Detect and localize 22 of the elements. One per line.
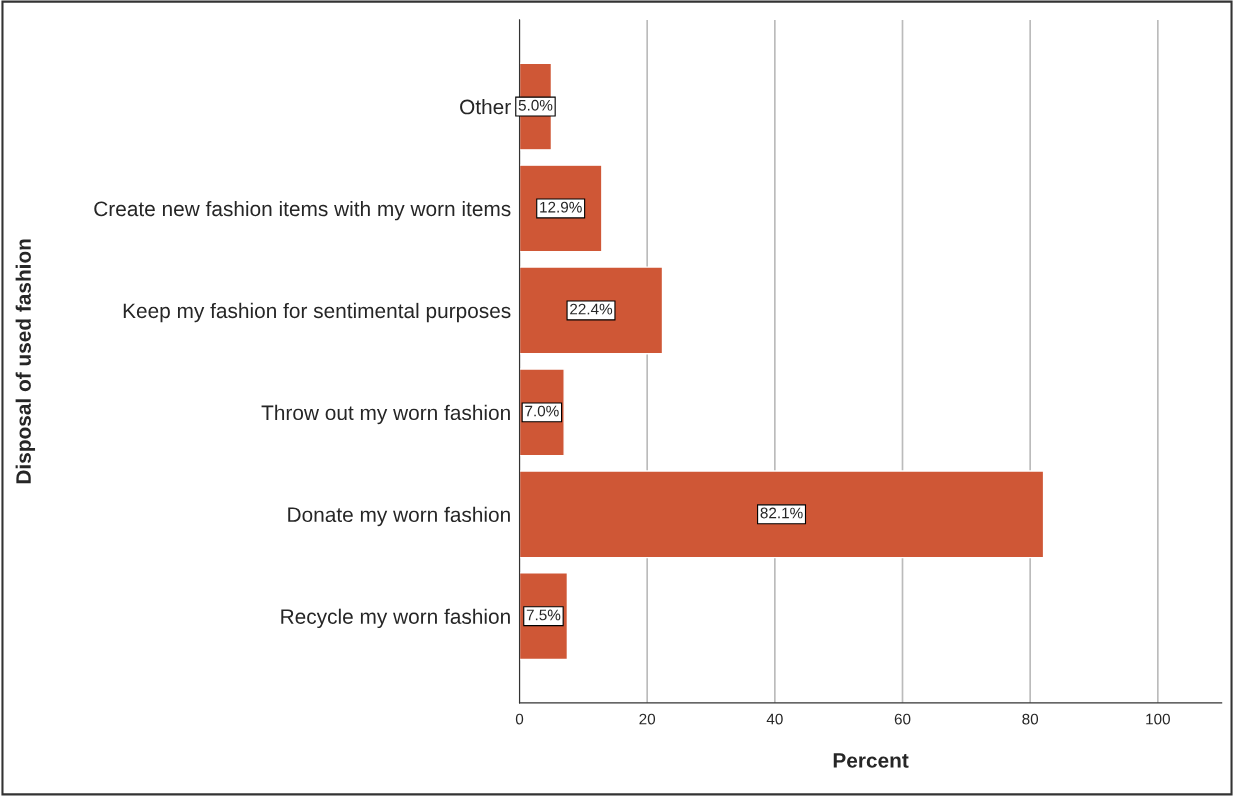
- x-axis-title: Percent: [833, 753, 909, 768]
- y-tick-label: Other: [460, 99, 511, 115]
- y-tick-label: Recycle my worn fashion: [281, 608, 510, 629]
- data-label: 7.5%: [526, 609, 561, 621]
- y-tick-label: Throw out my worn fashion: [261, 404, 510, 425]
- x-tick-label: 100: [1146, 713, 1170, 725]
- y-tick-label: Create new fashion items with my worn items: [94, 200, 511, 221]
- bar: [519, 266, 664, 355]
- x-tick-label: 20: [639, 713, 656, 725]
- data-label: 22.4%: [570, 303, 613, 315]
- y-tick-label: Keep my fashion for sentimental purposes: [123, 302, 511, 323]
- bar: [519, 470, 1045, 559]
- y-tick-label: Donate my worn fashion: [288, 506, 510, 527]
- data-label: 7.0%: [525, 405, 559, 417]
- x-tick-label: 80: [1022, 713, 1039, 725]
- x-tick-label: 40: [766, 713, 783, 725]
- y-axis-title: Disposal of used fashion: [15, 239, 36, 484]
- data-label: 5.0%: [518, 99, 553, 111]
- x-tick-label: 60: [894, 713, 911, 725]
- data-label: 82.1%: [760, 507, 803, 519]
- data-label: 12.9%: [540, 201, 582, 213]
- x-tick-label: 0: [515, 713, 524, 725]
